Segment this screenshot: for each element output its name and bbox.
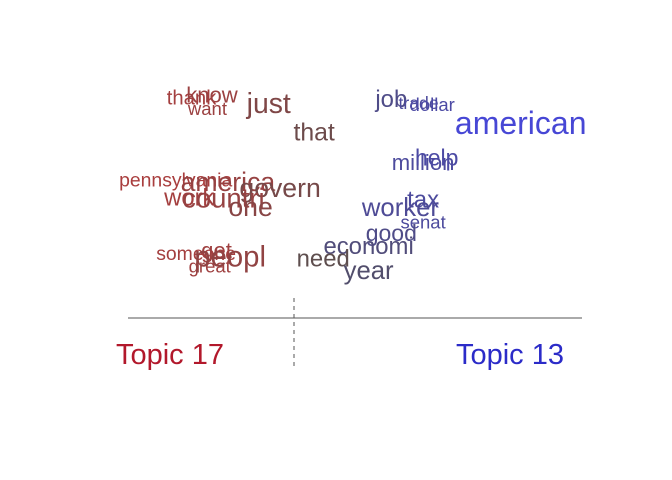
word-label: job: [374, 86, 407, 113]
word-label: american: [455, 105, 587, 141]
word-label: that: [293, 119, 334, 146]
word-label: want: [187, 98, 227, 119]
word-label: trade: [399, 93, 439, 113]
word-label: good: [366, 220, 417, 246]
word-label: just: [246, 88, 291, 120]
word-label: million: [392, 150, 455, 175]
topic-right-label: Topic 13: [456, 339, 564, 371]
word-label: year: [344, 257, 394, 285]
word-label: dollar: [410, 94, 455, 115]
word-label: great: [189, 256, 231, 277]
word-label: america: [181, 167, 276, 197]
word-label: help: [415, 145, 458, 171]
word-label: tax: [407, 187, 439, 214]
topic-left-label: Topic 17: [116, 339, 224, 371]
word-label: economi: [323, 233, 413, 260]
word-label: get: [201, 238, 232, 263]
word-label: work: [163, 185, 214, 212]
word-label: one: [228, 192, 272, 222]
word-label: need: [297, 245, 350, 272]
word-label: govern: [239, 173, 320, 203]
word-label: countri: [182, 183, 265, 214]
word-label: know: [186, 83, 239, 108]
word-label: someone: [156, 243, 236, 265]
word-label: peopl: [194, 240, 266, 273]
word-label: thank: [167, 88, 217, 110]
word-label: pennsylvania: [119, 170, 232, 192]
word-label: worker: [361, 194, 440, 222]
word-label: senat: [400, 212, 445, 233]
